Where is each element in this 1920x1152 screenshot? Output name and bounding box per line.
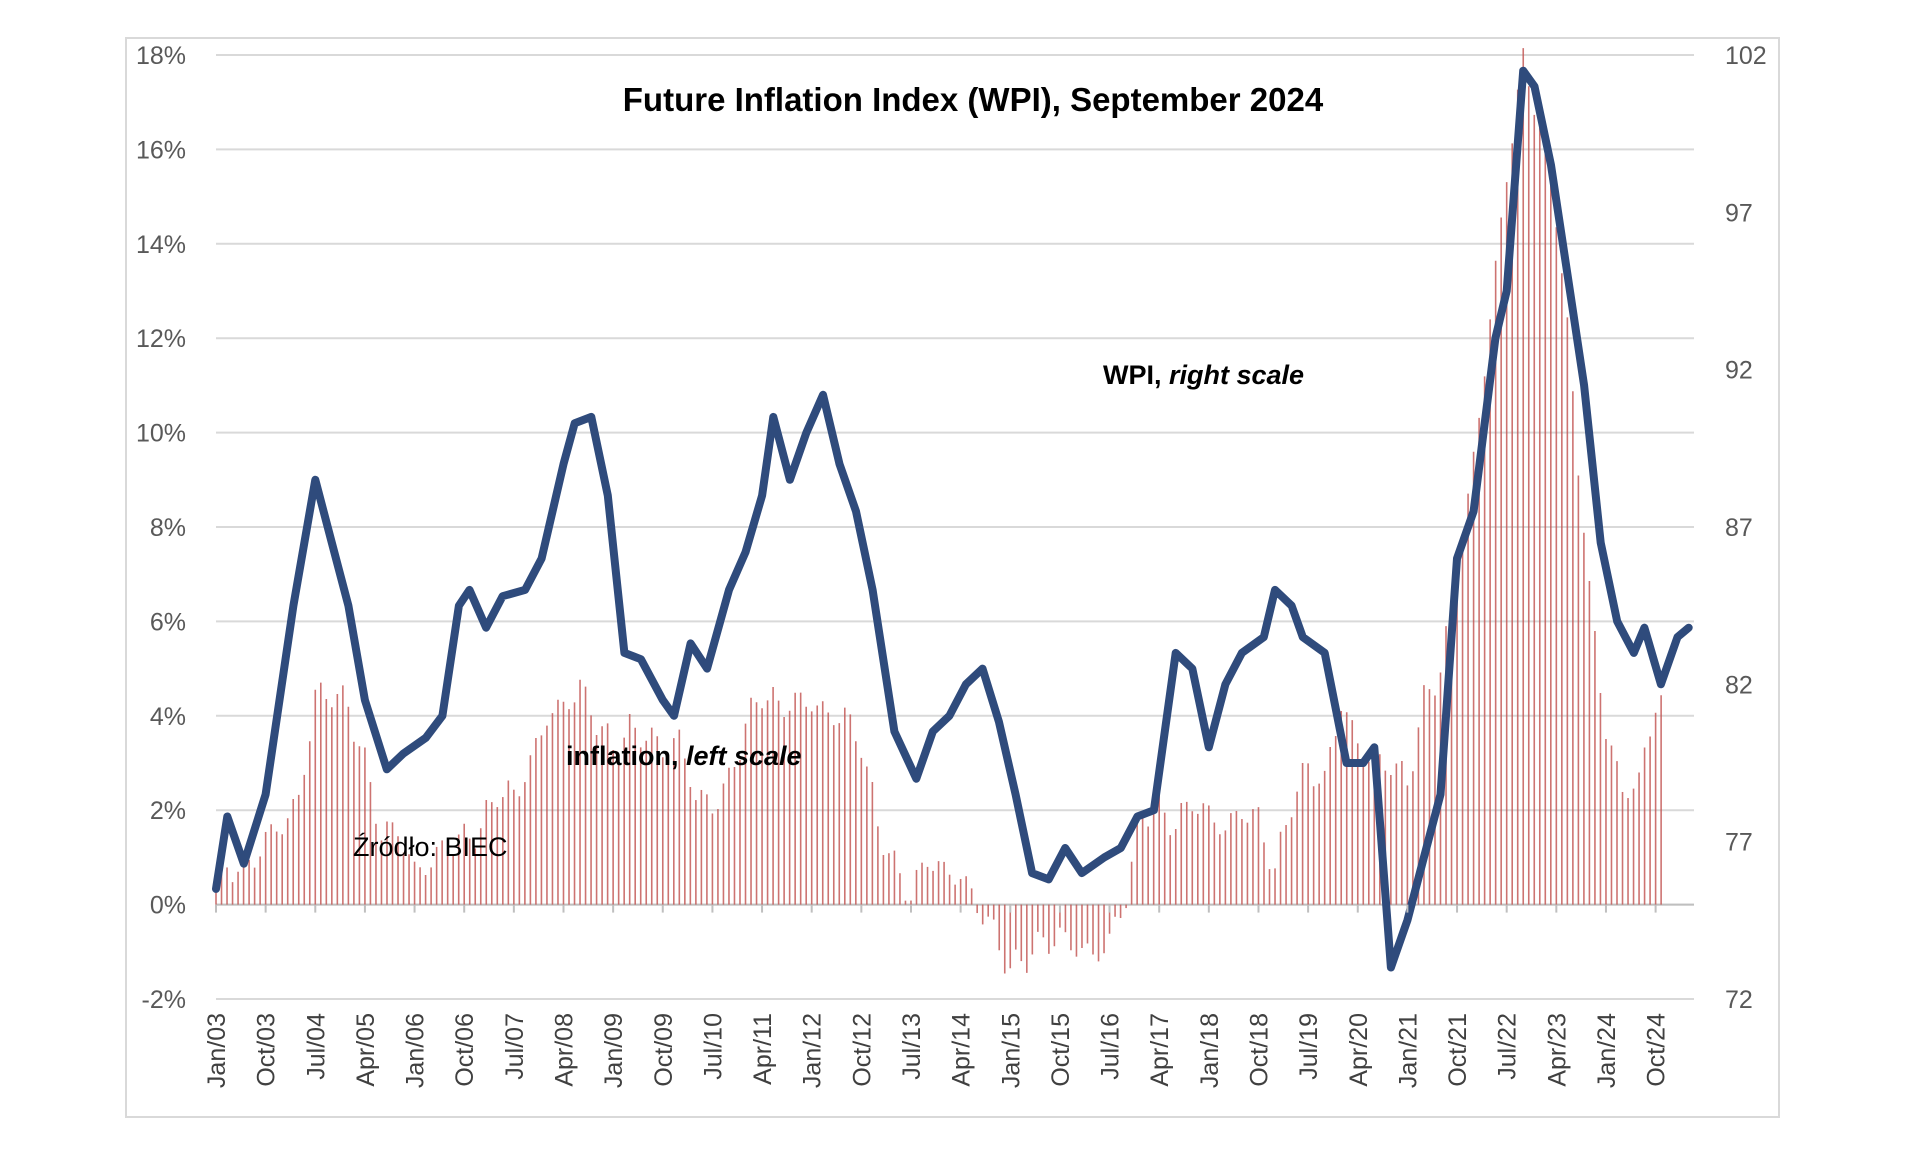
x-tick-label: Jul/07 [501, 1013, 529, 1080]
wpi-line-group [212, 66, 1693, 972]
right-axis-ticks: 102 97 92 87 82 77 72 [1725, 42, 1767, 1014]
source-annotation: Źródło: BIEC [353, 832, 508, 862]
x-tick-label: Jul/10 [699, 1013, 727, 1080]
x-tick-label: Apr/11 [749, 1013, 777, 1085]
inflation-annotation-label: inflation, [566, 741, 686, 771]
x-tick-label: Jul/16 [1097, 1013, 1125, 1080]
chart-title: Future Inflation Index (WPI), September … [623, 81, 1324, 118]
x-tick-label: Oct/18 [1245, 1013, 1273, 1087]
left-axis-ticks: 18% 16% 14% 12% 10% 8% 6% 4% 2% 0% -2% [136, 42, 186, 1014]
wpi-line [212, 66, 1693, 972]
x-tick-label: Oct/21 [1444, 1013, 1472, 1087]
x-tick-label: Apr/14 [948, 1013, 976, 1087]
left-tick-label: 18% [136, 42, 186, 70]
right-tick-label: 92 [1725, 357, 1753, 385]
x-tick-label: Oct/12 [848, 1013, 876, 1087]
right-tick-label: 102 [1725, 42, 1767, 70]
right-tick-label: 77 [1725, 829, 1753, 857]
left-tick-label: 14% [136, 231, 186, 259]
x-tick-label: Jan/15 [997, 1013, 1025, 1088]
x-tick-label: Jan/18 [1196, 1013, 1224, 1088]
chart-frame [125, 37, 1780, 1118]
x-tick-label: Oct/15 [1047, 1013, 1075, 1087]
x-tick-label: Jul/04 [302, 1013, 330, 1080]
inflation-annotation: inflation, left scale [566, 741, 802, 771]
x-tick-label: Jul/13 [898, 1013, 926, 1080]
left-tick-label: 0% [150, 892, 186, 920]
x-tick-label: Jan/24 [1593, 1013, 1621, 1088]
left-tick-label: 2% [150, 797, 186, 825]
x-tick-label: Apr/20 [1345, 1013, 1373, 1087]
x-tick-label: Oct/09 [650, 1013, 678, 1087]
left-tick-label: 16% [136, 136, 186, 164]
right-tick-label: 82 [1725, 671, 1753, 699]
left-tick-label: 6% [150, 608, 186, 636]
x-tick-label: Apr/17 [1146, 1013, 1174, 1087]
left-tick-label: 10% [136, 420, 186, 448]
wpi-annotation-scale: right scale [1169, 360, 1304, 390]
x-tick-label: Apr/08 [550, 1013, 578, 1087]
x-tick-label: Jan/03 [203, 1013, 231, 1088]
x-tick-label: Apr/05 [352, 1013, 380, 1087]
left-tick-label: 8% [150, 514, 186, 542]
left-tick-label: 12% [136, 325, 186, 353]
right-tick-label: 97 [1725, 199, 1753, 227]
x-tick-label: Jan/09 [600, 1013, 628, 1088]
x-tick-label: Jul/22 [1494, 1013, 1522, 1080]
x-tick-label: Oct/06 [451, 1013, 479, 1087]
x-tick-label: Oct/24 [1643, 1013, 1671, 1087]
inflation-annotation-scale: left scale [686, 741, 802, 771]
x-axis-ticks: Jan/03 Oct/03 Jul/04 Apr/05 Jan/06 Oct/06 Jul/… [203, 904, 1671, 1088]
x-tick-label: Jan/12 [799, 1013, 827, 1088]
wpi-annotation-label: WPI, [1103, 360, 1169, 390]
wpi-annotation: WPI, right scale [1103, 360, 1304, 390]
x-tick-label: Oct/03 [253, 1013, 281, 1087]
left-tick-label: 4% [150, 703, 186, 731]
x-tick-label: Jul/19 [1295, 1013, 1323, 1080]
right-tick-label: 87 [1725, 514, 1753, 542]
x-tick-label: Jan/06 [402, 1013, 430, 1088]
right-tick-label: 72 [1725, 986, 1753, 1014]
x-tick-label: Jan/21 [1394, 1013, 1422, 1088]
left-tick-label: -2% [142, 986, 186, 1014]
x-tick-label: Apr/23 [1543, 1013, 1571, 1087]
